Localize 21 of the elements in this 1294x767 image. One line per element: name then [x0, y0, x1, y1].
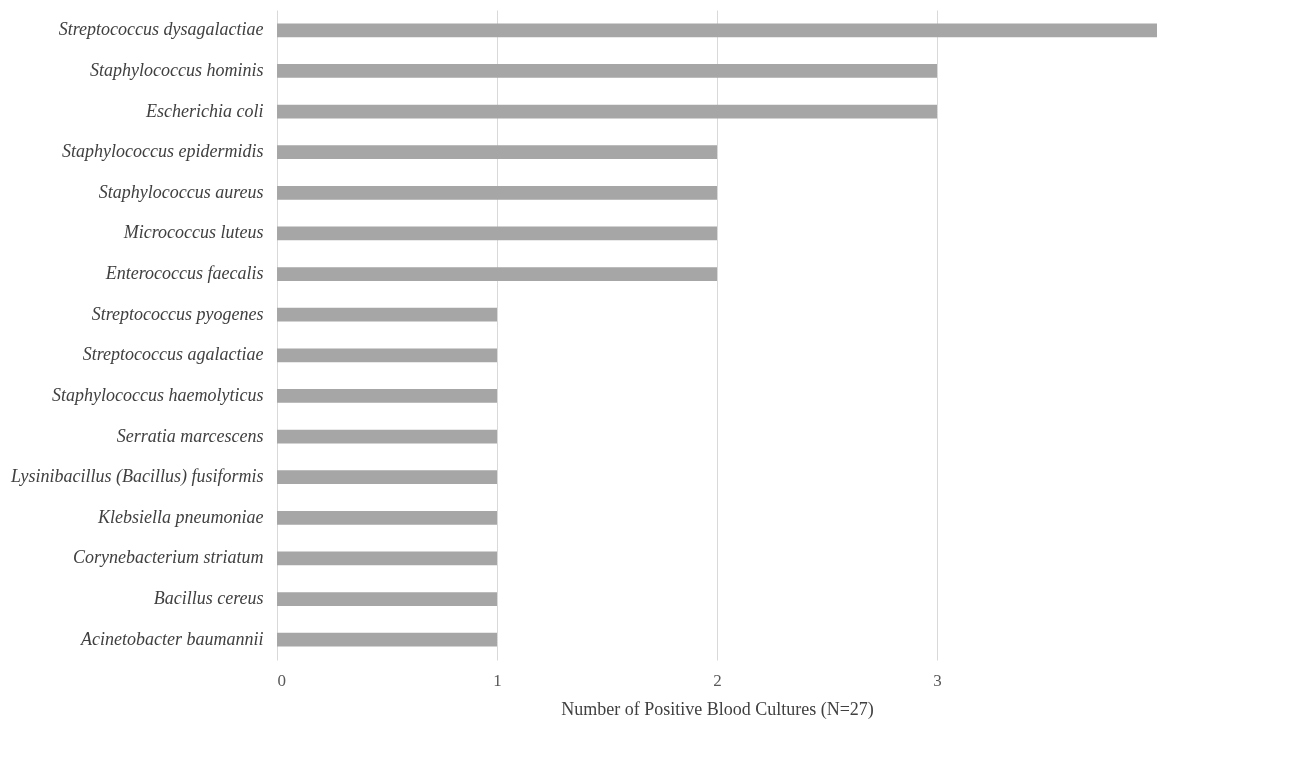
y-tick-label: Enterococcus faecalis [104, 263, 264, 284]
y-tick-label: Streptococcus pyogenes [91, 303, 264, 324]
y-tick-label: Staphylococcus hominis [90, 59, 264, 80]
y-tick-label: Micrococcus luteus [122, 222, 264, 243]
x-tick-label: 3 [933, 670, 942, 690]
y-tick-label: Acinetobacter baumannii [80, 628, 264, 649]
x-tick-label: 1 [493, 670, 502, 690]
y-tick-label: Staphylococcus aureus [98, 181, 264, 202]
y-tick-label: Lysinibacillus (Bacillus) fusiformis [10, 466, 264, 488]
x-axis-title: Number of Positive Blood Cultures (N=27) [561, 698, 874, 720]
y-tick-label: Klebsiella pneumoniae [97, 506, 264, 527]
y-tick-label: Bacillus cereus [153, 588, 264, 609]
x-tick-label: 2 [713, 670, 722, 690]
y-tick-label: Escherichia coli [145, 100, 264, 121]
y-tick-label: Corynebacterium striatum [73, 547, 264, 568]
y-tick-label: Streptococcus dysagalactiae [58, 19, 264, 40]
y-tick-label: Staphylococcus haemolyticus [52, 384, 264, 405]
y-tick-label: Serratia marcescens [116, 425, 264, 446]
x-tick-label: 0 [277, 670, 286, 690]
y-tick-label: Staphylococcus epidermidis [62, 141, 264, 162]
y-tick-label: Streptococcus agalactiae [82, 344, 264, 365]
